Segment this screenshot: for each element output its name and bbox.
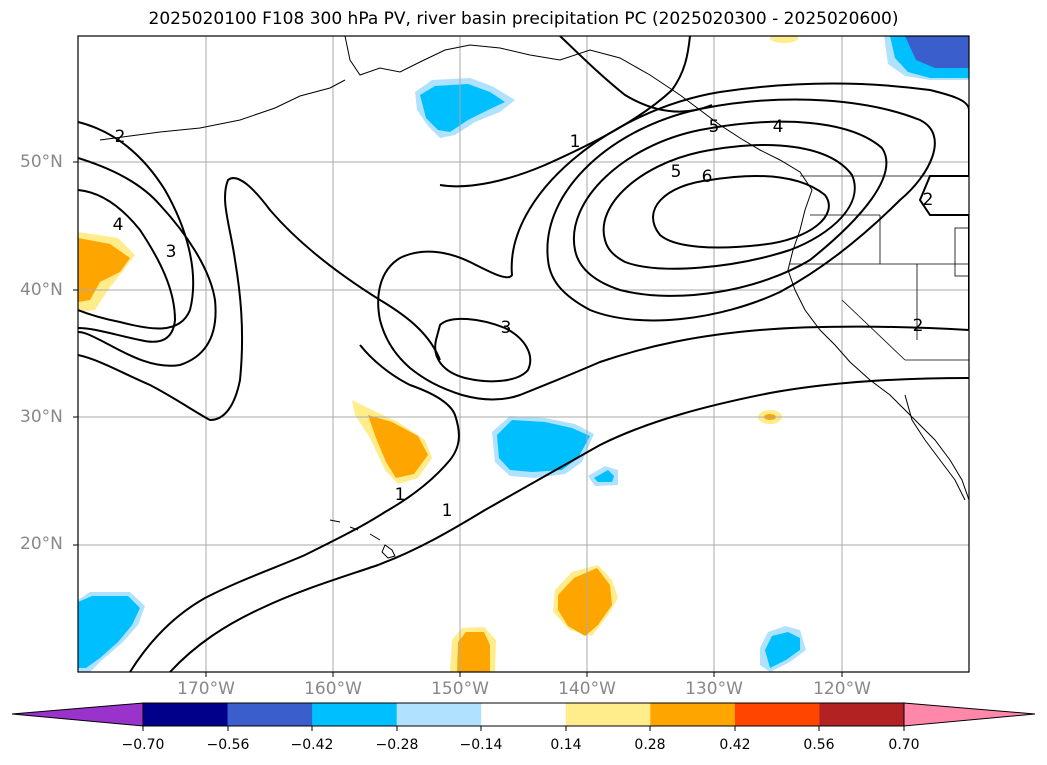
colorbar-tick: −0.42 [290,737,334,753]
colorbar-tick: 0.70 [888,737,920,753]
contour-label: 4 [113,215,124,235]
contour-1-south-b [169,377,969,672]
contour-3-west [78,189,177,343]
colorbar-box [396,703,482,726]
positive-anomaly-bottom-core [457,632,490,672]
contour-2-northwest [78,121,195,330]
lon-label-140w: 140°W [558,679,616,699]
negative-anomaly-southwest-core [78,596,140,668]
negative-anomaly-north-core [420,84,505,132]
political-borders [790,175,969,361]
contour-label: 5 [709,117,720,137]
contour-5 [602,144,856,270]
colorbar [11,702,1036,731]
positive-anomaly-south-core [558,568,612,636]
contour-label: 1 [570,132,581,152]
lat-label-50n: 50°N [20,152,63,172]
contour-label: 3 [501,318,512,338]
lon-label-130w: 130°W [685,679,743,699]
positive-anomaly-top [770,36,798,43]
contour-label: 4 [773,117,784,137]
lon-label-160w: 160°W [304,679,362,699]
lat-label-30n: 30°N [20,407,63,427]
colorbar-box [650,703,736,726]
contour-1-south [129,344,460,672]
colorbar-box [481,703,567,726]
contour-1-north [439,36,691,188]
colorbar-tick: 0.14 [550,737,582,753]
contour-2-west-south [78,177,441,422]
positive-anomaly-central-core [368,415,428,478]
colorbar-tick: −0.70 [121,737,165,753]
colorbar-box [819,703,905,726]
lat-label-20n: 20°N [20,534,63,554]
pv-contours [78,36,969,672]
contour-3-east [546,98,936,322]
colorbar-box [734,703,820,726]
contour-label: 1 [395,485,406,505]
contour-6 [652,174,830,249]
precip-shading [78,36,969,672]
contour-4 [572,120,888,297]
positive-anomaly-west-coast-core [78,238,130,302]
contour-1-north-b [559,36,713,113]
colorbar-tick: 0.56 [803,737,835,753]
colorbar-box [227,703,313,726]
colorbar-tick: 0.28 [634,737,666,753]
lat-label-40n: 40°N [20,280,63,300]
contour-2-east [377,82,969,401]
contour-label: 2 [115,127,126,147]
contour-label: 6 [702,167,713,187]
colorbar-tick: −0.28 [375,737,419,753]
map-frame [77,35,970,673]
negative-anomaly-center-core [497,420,590,472]
coastlines [99,36,969,559]
contour-labels: 1 1 1 2 2 2 3 3 4 4 5 5 6 [113,117,934,521]
contour-label: 2 [923,190,934,210]
lon-label-170w: 170°W [177,679,235,699]
lon-label-150w: 150°W [431,679,489,699]
contour-label: 3 [166,242,177,262]
colorbar-tick: −0.14 [459,737,503,753]
contour-label: 1 [442,501,453,521]
colorbar-box [143,703,229,726]
colorbar-box [565,703,651,726]
contour-3-central [434,317,532,383]
colorbar-box [312,703,398,726]
map-title: 2025020100 F108 300 hPa PV, river basin … [148,9,899,29]
contour-label: 5 [671,162,682,182]
colorbar-tick: 0.42 [719,737,751,753]
lon-label-120w: 120°W [813,679,871,699]
colorbar-tick: −0.56 [206,737,250,753]
colorbar-extend-right [903,702,1036,727]
map-ticks [73,161,843,677]
contour-label: 2 [913,316,924,336]
contour-1-west [78,157,217,367]
colorbar-extend-left [11,702,144,727]
graticule [78,36,969,672]
